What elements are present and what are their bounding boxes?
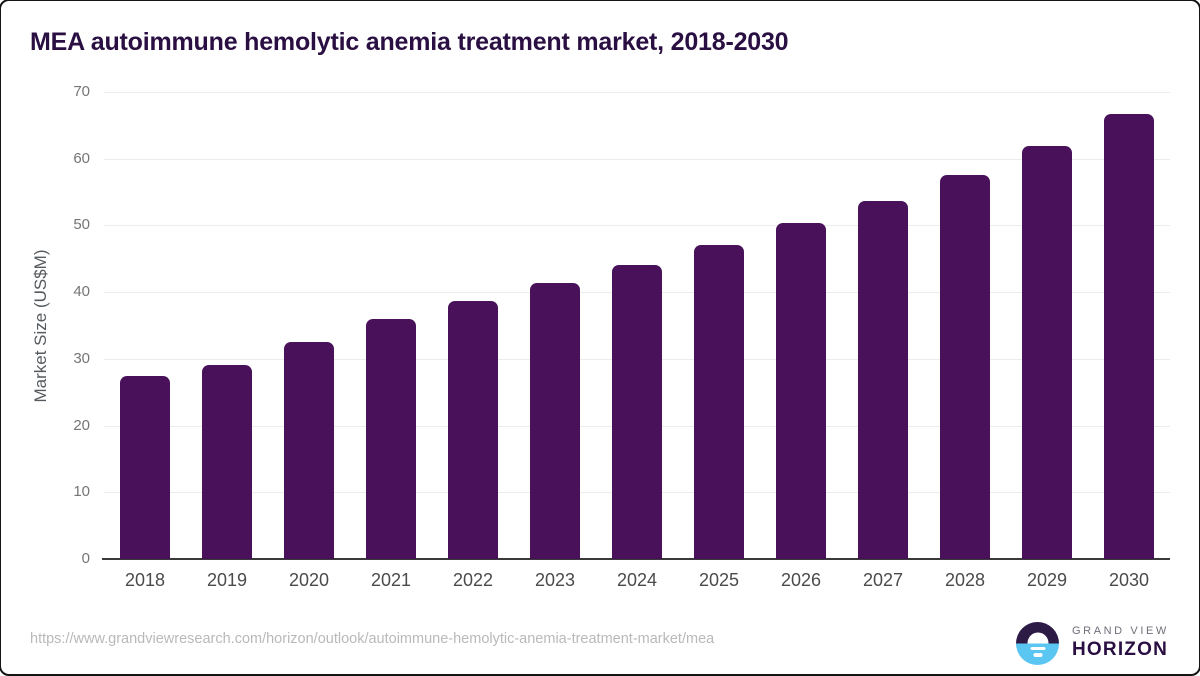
x-tick-label-2018: 2018 — [124, 570, 166, 590]
y-tick-label-30: 30 — [73, 349, 90, 367]
logo-top-text: GRAND VIEW — [1072, 625, 1169, 637]
y-tick-label-50: 50 — [73, 216, 90, 234]
x-tick-label-2026: 2026 — [780, 570, 822, 590]
bar-2022 — [448, 300, 498, 559]
bar-2030 — [1104, 114, 1154, 559]
x-tick-label-2024: 2024 — [616, 570, 658, 590]
y-tick-label-20: 20 — [73, 416, 90, 434]
bar-2026 — [776, 223, 826, 559]
gridline-70 — [104, 92, 1170, 93]
gridline-50 — [104, 225, 1170, 227]
x-tick-label-2028: 2028 — [944, 570, 986, 590]
x-tick-label-2022: 2022 — [452, 570, 494, 590]
bar-2018 — [120, 376, 170, 559]
sunrise-horizon-icon — [1016, 621, 1059, 665]
x-tick-label-2019: 2019 — [206, 570, 248, 590]
chart-title: MEA autoimmune hemolytic anemia treatmen… — [30, 28, 789, 56]
x-tick-label-2029: 2029 — [1026, 570, 1068, 590]
reflection-line — [1030, 646, 1045, 650]
x-tick-label-2021: 2021 — [370, 570, 412, 590]
logo-bottom-text: HORIZON — [1072, 639, 1169, 660]
bar-2025 — [694, 245, 744, 559]
bar-2021 — [366, 318, 416, 559]
logo-text: GRAND VIEW HORIZON — [1072, 625, 1169, 661]
bar-2029 — [1022, 146, 1072, 559]
sun-shape — [1027, 632, 1048, 643]
bar-2023 — [530, 282, 580, 559]
y-axis-title: Market Size (US$M) — [31, 249, 50, 403]
y-tick-label-10: 10 — [73, 483, 90, 501]
y-tick-label-40: 40 — [73, 283, 90, 301]
x-tick-label-2027: 2027 — [862, 570, 904, 590]
y-tick-label-70: 70 — [73, 83, 90, 100]
bar-2024 — [612, 264, 662, 559]
y-tick-label-60: 60 — [73, 149, 90, 167]
bar-2020 — [284, 341, 334, 559]
source-url: https://www.grandviewresearch.com/horizo… — [30, 631, 715, 647]
x-tick-label-2023: 2023 — [534, 570, 576, 590]
x-tick-label-2020: 2020 — [288, 570, 330, 590]
bar-2028 — [940, 175, 990, 559]
reflection-line — [1033, 653, 1042, 657]
grand-view-horizon-logo: GRAND VIEW HORIZON — [1016, 621, 1169, 665]
x-tick-label-2030: 2030 — [1108, 570, 1150, 590]
y-tick-label-0: 0 — [81, 550, 90, 567]
bar-2019 — [202, 364, 252, 559]
x-tick-label-2025: 2025 — [698, 570, 740, 590]
gridline-60 — [104, 158, 1170, 160]
bar-2027 — [858, 200, 908, 559]
x-axis-line — [102, 558, 1170, 560]
